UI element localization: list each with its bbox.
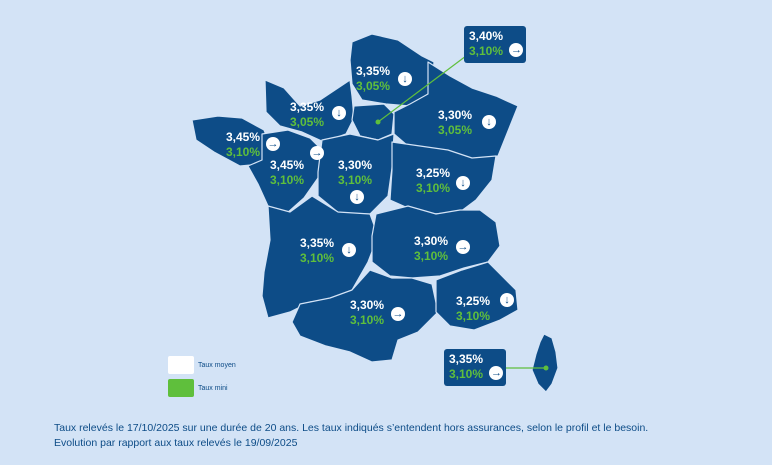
region-ile-de-france xyxy=(351,103,395,141)
rate-label-auvergne-rhone-alpes: 3,30% 3,10% xyxy=(414,234,448,264)
legend-taux-mini: Taux mini xyxy=(168,379,228,397)
callout-box-ile-de-france: 3,40% 3,10% → xyxy=(464,26,527,63)
taux-mini-value: 3,10% xyxy=(449,367,484,381)
rate-label-hauts-de-france: 3,35% 3,05% xyxy=(356,64,390,94)
arrow-right-icon: → xyxy=(310,146,324,160)
taux-mini-value: 3,10% xyxy=(456,309,491,323)
taux-moyen-value: 3,30% xyxy=(438,108,473,122)
taux-mini-value: 3,10% xyxy=(469,44,504,58)
legend-taux-moyen: Taux moyen xyxy=(168,356,236,374)
callout-dot-ile-de-france xyxy=(375,119,381,125)
rate-label-centre-val-de-loire: 3,30% 3,10% xyxy=(338,158,372,188)
arrow-right-icon: → xyxy=(391,307,405,321)
taux-mini-value: 3,05% xyxy=(438,123,473,137)
rate-label-provence-alpes-cote-dazur: 3,25% 3,10% xyxy=(456,294,490,324)
taux-moyen-value: 3,25% xyxy=(456,294,491,308)
rate-label-bretagne: 3,45% 3,10% xyxy=(226,130,260,160)
arrow-down-icon: ↓ xyxy=(332,106,346,120)
taux-moyen-value: 3,35% xyxy=(356,64,391,78)
legend-swatch-green xyxy=(168,379,194,397)
region-occitanie xyxy=(291,269,439,363)
taux-moyen-value: 3,30% xyxy=(414,234,449,248)
rate-label-occitanie: 3,30% 3,10% xyxy=(350,298,384,328)
arrow-right-icon: → xyxy=(266,137,280,151)
arrow-right-icon: → xyxy=(509,43,524,57)
taux-mini-value: 3,05% xyxy=(356,79,391,93)
arrow-down-icon: ↓ xyxy=(482,115,496,129)
taux-moyen-value: 3,30% xyxy=(350,298,385,312)
arrow-down-icon: ↓ xyxy=(398,72,412,86)
rate-label-grand-est: 3,30% 3,05% xyxy=(438,108,472,138)
rate-label-bourgogne-franche-comte: 3,25% 3,10% xyxy=(416,166,450,196)
rate-label-nouvelle-aquitaine: 3,35% 3,10% xyxy=(300,236,334,266)
footnote: Taux relevés le 17/10/2025 sur une durée… xyxy=(54,421,744,451)
arrow-down-icon: ↓ xyxy=(342,243,356,257)
taux-moyen-value: 3,35% xyxy=(290,100,325,114)
taux-mini-value: 3,10% xyxy=(270,173,305,187)
taux-mini-value: 3,10% xyxy=(416,181,451,195)
taux-mini-value: 3,10% xyxy=(350,313,385,327)
taux-moyen-value: 3,35% xyxy=(449,352,484,366)
taux-mini-value: 3,10% xyxy=(338,173,373,187)
arrow-right-icon: → xyxy=(489,366,504,380)
arrow-down-icon: ↓ xyxy=(456,176,470,190)
region-provence-alpes-cote-dazur xyxy=(435,261,519,331)
region-corse xyxy=(531,333,559,393)
taux-mini-value: 3,10% xyxy=(226,145,261,159)
callout-line-ile-de-france xyxy=(377,55,467,123)
footnote-line-1: Taux relevés le 17/10/2025 sur une durée… xyxy=(54,422,649,434)
legend-swatch-white xyxy=(168,356,194,374)
taux-mini-value: 3,10% xyxy=(300,251,335,265)
taux-moyen-value: 3,25% xyxy=(416,166,451,180)
rate-label-pays-de-la-loire: 3,45% 3,10% xyxy=(270,158,304,188)
taux-mini-value: 3,10% xyxy=(414,249,449,263)
region-centre-val-de-loire xyxy=(317,133,395,215)
rate-label-normandie: 3,35% 3,05% xyxy=(290,100,324,130)
arrow-down-icon: ↓ xyxy=(500,293,514,307)
callout-dot-corse xyxy=(543,365,549,371)
taux-moyen-value: 3,35% xyxy=(300,236,335,250)
region-bourgogne-franche-comte xyxy=(389,141,497,215)
taux-moyen-value: 3,30% xyxy=(338,158,373,172)
arrow-down-icon: ↓ xyxy=(350,190,364,204)
taux-moyen-value: 3,40% xyxy=(469,29,504,43)
footnote-line-2: Evolution par rapport aux taux relevés l… xyxy=(54,437,298,449)
region-pays-de-la-loire xyxy=(247,129,323,215)
arrow-right-icon: → xyxy=(456,240,470,254)
legend-label: Taux moyen xyxy=(198,361,236,369)
legend-label: Taux mini xyxy=(198,384,228,392)
taux-moyen-value: 3,45% xyxy=(270,158,305,172)
callout-box-corse: 3,35% 3,10% → xyxy=(444,349,507,386)
taux-moyen-value: 3,45% xyxy=(226,130,261,144)
taux-mini-value: 3,05% xyxy=(290,115,325,129)
